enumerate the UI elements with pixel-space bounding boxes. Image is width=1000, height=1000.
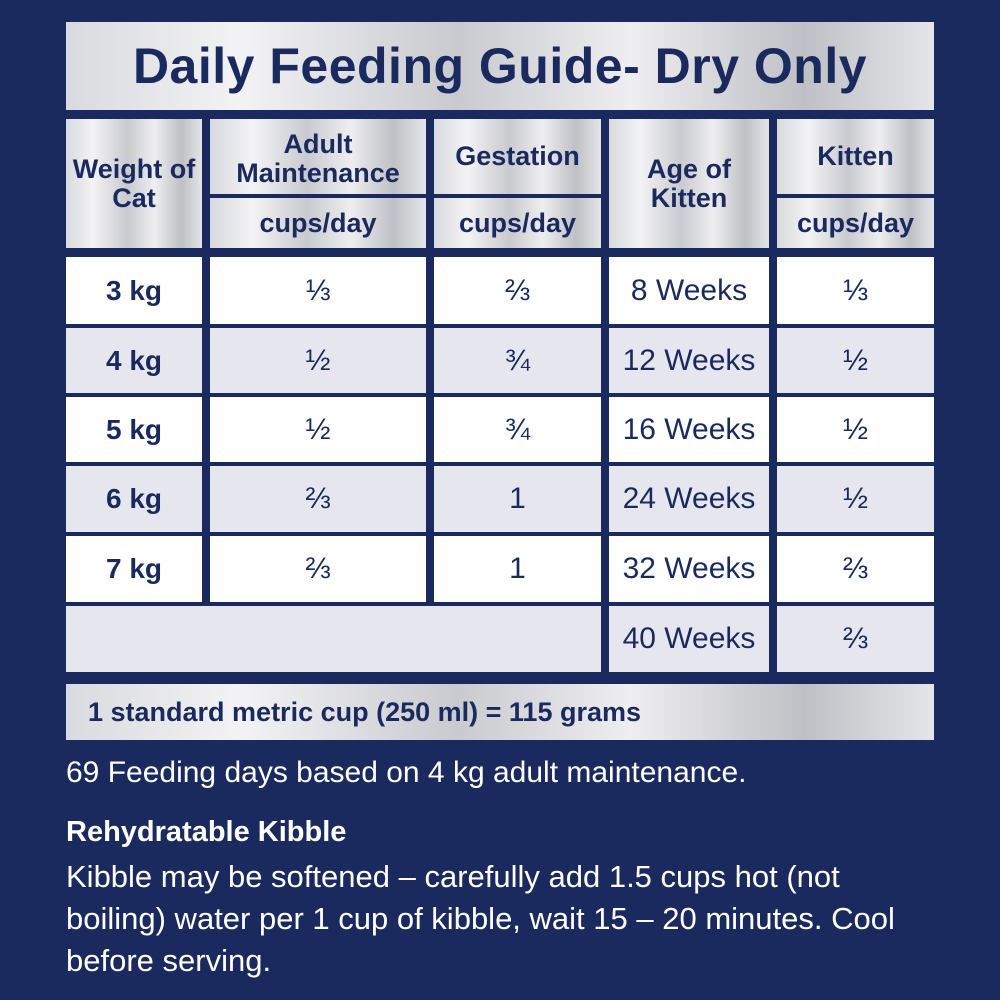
rehydrate-heading: Rehydratable Kibble <box>66 816 347 848</box>
row-gestation-cups: ⅔ <box>434 257 601 324</box>
row-kitten-age: 24 Weeks <box>609 466 769 532</box>
row-gestation-cups: ¾ <box>434 328 601 393</box>
row-weight: 5 kg <box>66 397 202 462</box>
header-adult-maintenance: Adult Maintenance <box>210 119 426 194</box>
guide-title-bar: Daily Feeding Guide- Dry Only <box>66 22 934 110</box>
row-adult-cups: ½ <box>210 328 426 393</box>
row-weight: 4 kg <box>66 328 202 393</box>
row-adult-cups: ⅔ <box>210 466 426 532</box>
row-gestation-cups: 1 <box>434 536 601 602</box>
row-kitten-cups: ½ <box>777 328 934 393</box>
guide-title: Daily Feeding Guide- Dry Only <box>132 38 868 94</box>
row-weight: 3 kg <box>66 257 202 324</box>
header-adult-unit: cups/day <box>210 198 426 248</box>
row-kitten-age: 12 Weeks <box>609 328 769 393</box>
row-kitten-cups: ½ <box>777 397 934 462</box>
header-gestation: Gestation <box>434 119 601 194</box>
row-kitten-age: 32 Weeks <box>609 536 769 602</box>
row-kitten-age: 8 Weeks <box>609 257 769 324</box>
row-adult-cups: ½ <box>210 397 426 462</box>
header-kitten-unit: cups/day <box>777 198 934 248</box>
header-age-of-kitten: Age of Kitten <box>609 119 769 248</box>
row-kitten-age: 40 Weeks <box>609 606 769 672</box>
rehydrate-body: Kibble may be softened – carefully add 1… <box>66 859 895 978</box>
header-gestation-unit: cups/day <box>434 198 601 248</box>
row-weight: 6 kg <box>66 466 202 532</box>
cup-conversion-bar: 1 standard metric cup (250 ml) = 115 gra… <box>66 684 934 740</box>
header-kitten: Kitten <box>777 119 934 194</box>
row-adult-cups: ⅔ <box>210 536 426 602</box>
cup-conversion-text: 1 standard metric cup (250 ml) = 115 gra… <box>88 696 641 727</box>
row-kitten-age: 16 Weeks <box>609 397 769 462</box>
header-weight-of-cat: Weight of Cat <box>66 119 202 248</box>
row-kitten-cups: ½ <box>777 466 934 532</box>
row-kitten-cups: ⅔ <box>777 606 934 672</box>
row-gestation-cups: 1 <box>434 466 601 532</box>
row-gestation-cups: ¾ <box>434 397 601 462</box>
row-adult-cups: ⅓ <box>210 257 426 324</box>
row-weight: 7 kg <box>66 536 202 602</box>
feeding-days-note: 69 Feeding days based on 4 kg adult main… <box>66 756 747 789</box>
row-kitten-cups: ⅓ <box>777 257 934 324</box>
empty-cell <box>66 606 601 672</box>
row-kitten-cups: ⅔ <box>777 536 934 602</box>
